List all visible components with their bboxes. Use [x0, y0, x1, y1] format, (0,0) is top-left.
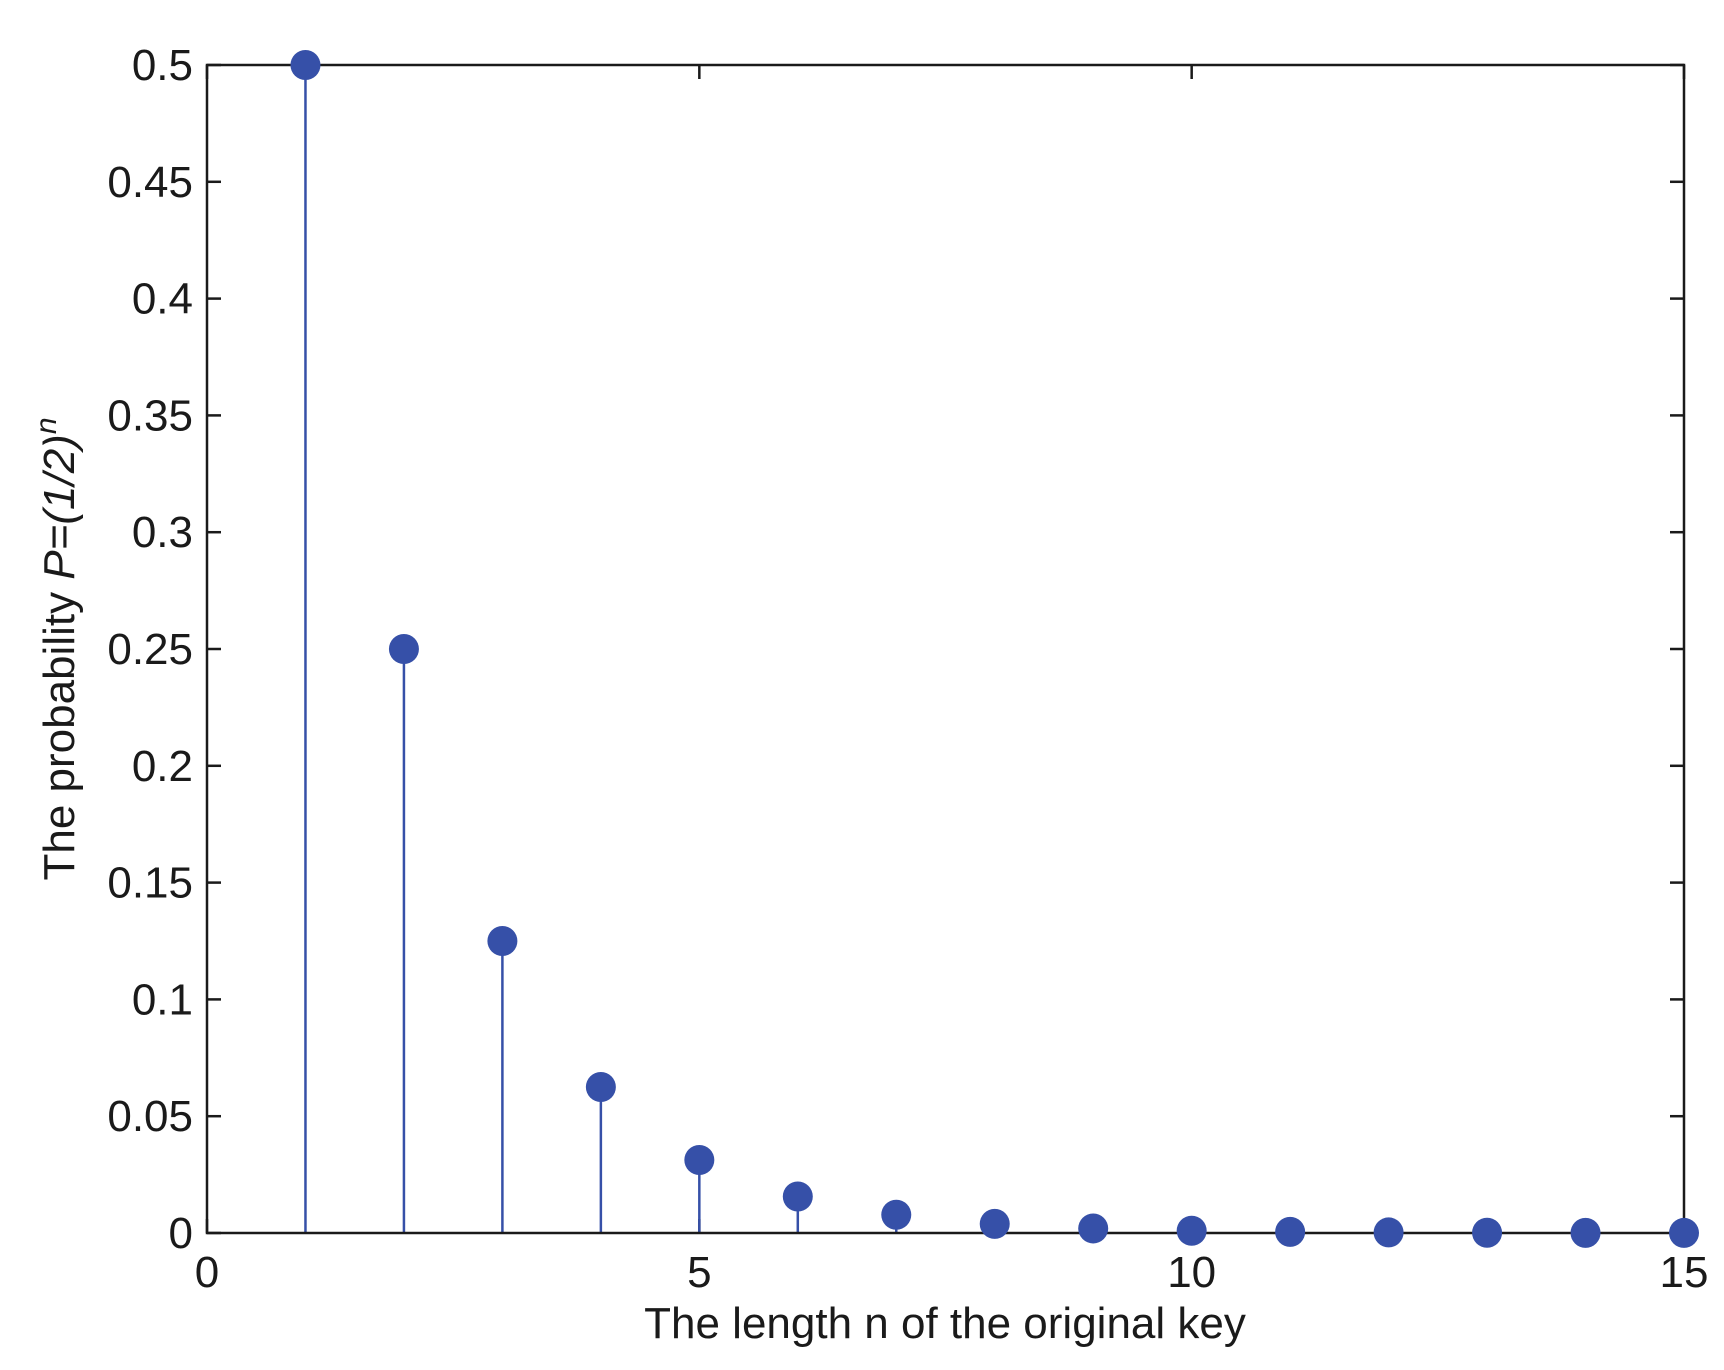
tick-labels-layer: 0 0.05 0.1 0.15 0.2 0.25 0.3 0.35 0.4 0.45 0.5 0 5 10… — [107, 41, 1708, 1297]
stems-layer — [304, 65, 1686, 1233]
y-tick-label: 0.1 — [132, 975, 193, 1024]
ticks-layer — [205, 63, 1686, 1235]
y-axis-label-prefix: The probability — [35, 580, 84, 881]
y-tick-label: 0.05 — [107, 1092, 193, 1141]
x-tick-label: 15 — [1660, 1248, 1709, 1297]
y-tick-label: 0.4 — [132, 275, 193, 324]
stem-marker — [1669, 1217, 1699, 1248]
stem-marker — [388, 634, 419, 664]
y-tick-label: 0.25 — [107, 625, 193, 674]
x-tick-label: 10 — [1167, 1248, 1216, 1297]
y-tick-label: 0.15 — [107, 859, 193, 908]
x-tick-label: 0 — [195, 1248, 219, 1297]
x-tick-label: 5 — [687, 1248, 711, 1297]
stem-marker — [1570, 1217, 1601, 1248]
stem-marker — [684, 1145, 715, 1175]
y-tick-label: 0.35 — [107, 391, 193, 440]
stem-marker — [881, 1199, 912, 1230]
y-tick-label: 0.3 — [132, 508, 193, 557]
stem-marker — [487, 926, 518, 956]
markers-layer — [290, 50, 1699, 1248]
stem-marker — [1275, 1216, 1306, 1247]
plot-area-frame — [205, 63, 1686, 1235]
stem-marker — [1373, 1217, 1404, 1248]
stem-marker — [1472, 1217, 1503, 1248]
y-tick-label: 0.5 — [132, 41, 193, 90]
stem-marker — [1078, 1213, 1109, 1244]
stem-marker — [782, 1181, 813, 1212]
y-tick-label: 0 — [169, 1209, 193, 1258]
x-axis-label: The length n of the original key — [644, 1299, 1246, 1348]
stem-marker — [585, 1072, 616, 1102]
stem-marker — [1176, 1215, 1207, 1246]
y-axis-label-exponent: n — [30, 417, 63, 434]
y-axis-label: The probability P=(1/2)n — [30, 417, 84, 880]
stem-marker — [290, 50, 321, 80]
y-tick-label: 0.45 — [107, 158, 193, 207]
stem-marker — [979, 1208, 1010, 1239]
y-axis-label-formula: P=(1/2) — [35, 434, 84, 580]
y-tick-label: 0.2 — [132, 742, 193, 791]
